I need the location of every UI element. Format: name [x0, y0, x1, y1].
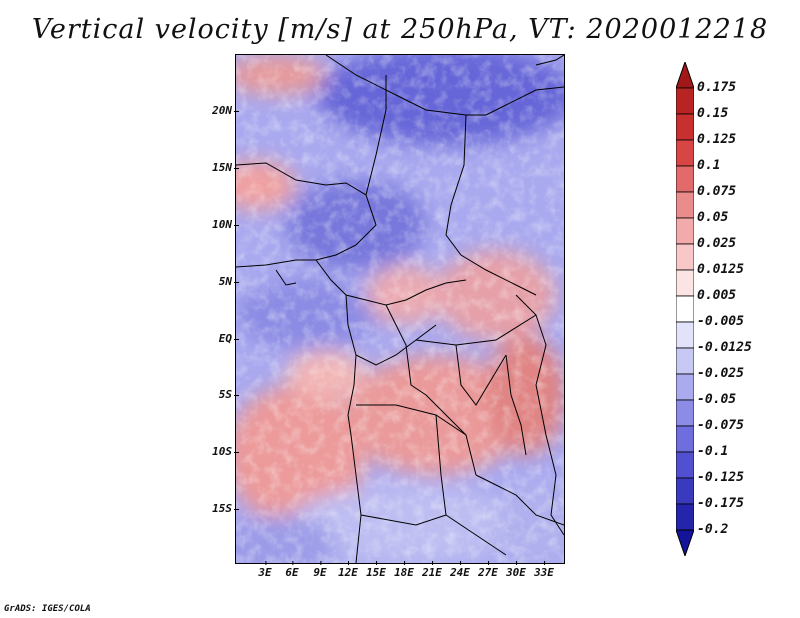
velocity-map — [235, 54, 565, 564]
grads-credit: GrADS: IGES/COLA — [4, 604, 91, 614]
colorbar-label: 0.005 — [697, 288, 737, 303]
colorbar-segment — [676, 451, 694, 479]
colorbar-label: -0.2 — [697, 522, 729, 537]
lon-label-30e: 30E — [506, 561, 526, 579]
velocity-field — [236, 55, 564, 563]
lon-label-33e: 33E — [534, 561, 554, 579]
lat-label-10s: 10S — [212, 445, 239, 458]
colorbar-label: 0.05 — [697, 210, 729, 225]
colorbar-segment — [676, 321, 694, 349]
colorbar-label: -0.1 — [697, 444, 729, 459]
colorbar-label: -0.175 — [697, 496, 744, 511]
lat-label-5n: 5N — [218, 275, 240, 288]
colorbar-arrow-top — [676, 62, 694, 89]
colorbar-segment — [676, 347, 694, 375]
lat-label-15n: 15N — [212, 161, 239, 174]
colorbar-segment — [676, 269, 694, 297]
colorbar-segment — [676, 165, 694, 193]
colorbar-arrow-bottom — [676, 529, 694, 556]
colorbar-segments — [676, 62, 694, 556]
lon-label-21e: 21E — [422, 561, 442, 579]
lat-label-15s: 15S — [212, 502, 239, 515]
colorbar-label: 0.15 — [697, 106, 729, 121]
lat-label-5s: 5S — [218, 388, 240, 401]
colorbar-label: 0.1 — [697, 158, 721, 173]
colorbar-segment — [676, 87, 694, 115]
colorbar-segment — [676, 477, 694, 505]
lat-label-20n: 20N — [212, 104, 239, 117]
colorbar-segment — [676, 217, 694, 245]
colorbar-segment — [676, 425, 694, 453]
colorbar-segment — [676, 139, 694, 167]
colorbar-label: 0.0125 — [697, 262, 744, 277]
colorbar-label: -0.125 — [697, 470, 744, 485]
colorbar-label: 0.125 — [697, 132, 737, 147]
colorbar-segment — [676, 243, 694, 271]
colorbar-segment — [676, 503, 694, 531]
coastlines-and-borders — [236, 55, 564, 563]
colorbar-label: 0.025 — [697, 236, 737, 251]
map-title: Vertical velocity [m/s] at 250hPa, VT: 2… — [31, 14, 769, 45]
lon-label-6e: 6E — [285, 561, 299, 579]
colorbar-segment — [676, 191, 694, 219]
lon-label-9e: 9E — [313, 561, 327, 579]
lon-label-15e: 15E — [366, 561, 386, 579]
colorbar-segment — [676, 399, 694, 427]
colorbar-segment — [676, 113, 694, 141]
lon-label-18e: 18E — [394, 561, 414, 579]
colorbar-label: 0.175 — [697, 80, 737, 95]
colorbar-segment — [676, 295, 694, 323]
colorbar-label: 0.075 — [697, 184, 737, 199]
colorbar-label: -0.075 — [697, 418, 744, 433]
colorbar-label: -0.0125 — [697, 340, 752, 355]
lat-label-10n: 10N — [212, 218, 239, 231]
lat-label-eq: EQ — [218, 332, 240, 345]
colorbar — [676, 62, 694, 556]
colorbar-label: -0.005 — [697, 314, 744, 329]
colorbar-label: -0.025 — [697, 366, 744, 381]
colorbar-label: -0.05 — [697, 392, 737, 407]
lon-label-27e: 27E — [478, 561, 498, 579]
lon-label-24e: 24E — [450, 561, 470, 579]
lon-label-3e: 3E — [258, 561, 272, 579]
colorbar-segment — [676, 373, 694, 401]
lon-label-12e: 12E — [338, 561, 358, 579]
